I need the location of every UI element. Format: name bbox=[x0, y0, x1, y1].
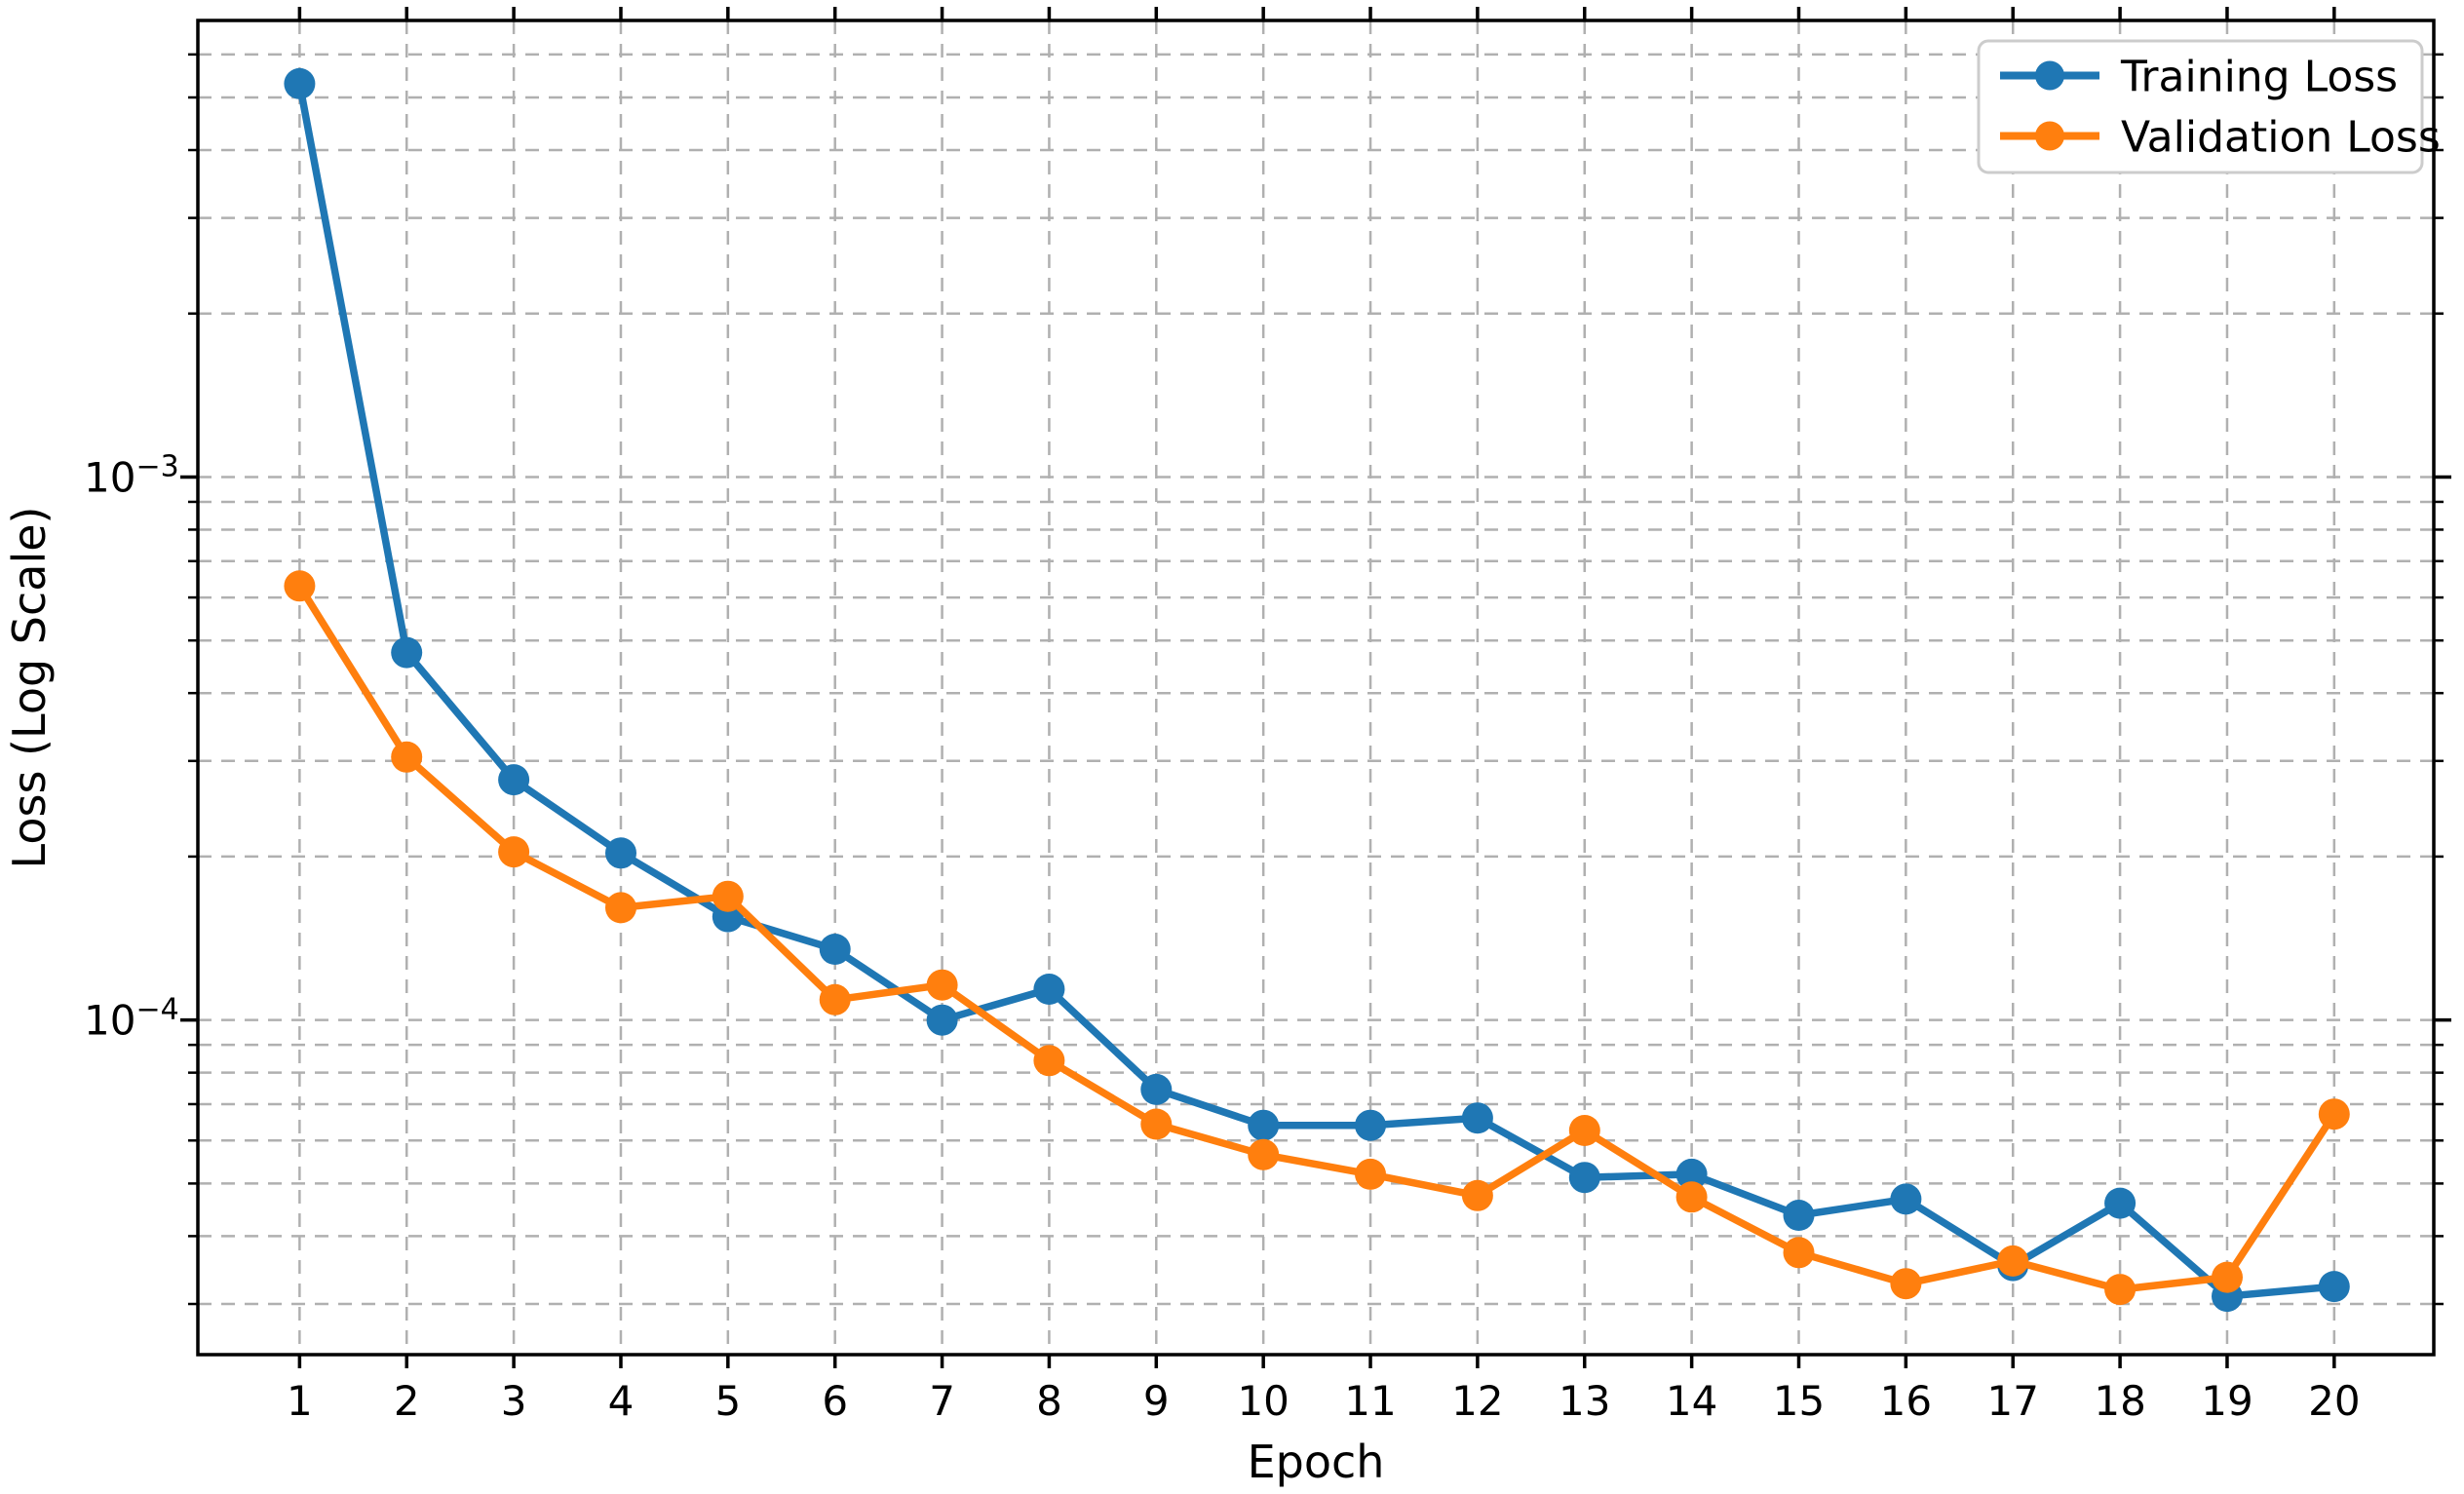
training-loss-line bbox=[295, 83, 2335, 1300]
x-tick-label: 5 bbox=[714, 1377, 741, 1425]
training-loss-marker bbox=[819, 934, 851, 965]
training-loss-marker bbox=[1783, 1200, 1815, 1231]
training-loss-marker bbox=[2104, 1187, 2137, 1219]
x-tick-label: 6 bbox=[822, 1377, 848, 1425]
training-loss-marker bbox=[1461, 1102, 1493, 1134]
training-loss-marker bbox=[1890, 1183, 1922, 1215]
x-tick-label: 15 bbox=[1773, 1377, 1825, 1425]
x-tick-label: 11 bbox=[1344, 1377, 1396, 1425]
validation-loss-line bbox=[296, 584, 2337, 1293]
legend-swatch-marker bbox=[2035, 60, 2064, 91]
plot-border bbox=[196, 19, 2436, 1357]
validation-loss-marker bbox=[819, 983, 851, 1015]
validation-loss-marker bbox=[605, 892, 636, 924]
validation-loss-marker bbox=[1997, 1245, 2029, 1277]
validation-loss-marker bbox=[1033, 1045, 1065, 1077]
legend-entry: Training Loss bbox=[2000, 53, 2398, 102]
x-axis-title: Epoch bbox=[1248, 1436, 1385, 1488]
validation-loss-marker bbox=[2212, 1261, 2243, 1293]
grid-lines bbox=[198, 20, 2434, 1355]
x-tick-label: 2 bbox=[394, 1377, 420, 1425]
training-loss-marker bbox=[1355, 1109, 1386, 1141]
training-loss-marker bbox=[1248, 1109, 1280, 1141]
legend-label: Validation Loss bbox=[2121, 113, 2441, 163]
validation-loss-marker bbox=[391, 741, 423, 773]
training-loss-marker bbox=[605, 837, 636, 869]
training-loss-marker bbox=[1568, 1162, 1600, 1194]
validation-loss-marker bbox=[1568, 1115, 1600, 1146]
training-loss-series bbox=[284, 67, 2350, 1313]
training-loss-marker bbox=[926, 1004, 958, 1036]
training-loss-marker bbox=[2318, 1271, 2350, 1303]
validation-loss-marker bbox=[284, 570, 316, 602]
x-tick-label: 12 bbox=[1451, 1377, 1503, 1425]
validation-loss-marker bbox=[1675, 1181, 1708, 1213]
legend-entry: Validation Loss bbox=[2000, 113, 2441, 163]
validation-loss-marker bbox=[1355, 1158, 1386, 1190]
legend-swatch-marker bbox=[2035, 121, 2064, 151]
validation-loss-marker bbox=[1461, 1179, 1493, 1211]
training-loss-marker bbox=[391, 636, 423, 669]
x-tick-label: 14 bbox=[1666, 1377, 1717, 1425]
validation-loss-marker bbox=[1248, 1138, 1280, 1170]
x-tick-label: 20 bbox=[2308, 1377, 2360, 1425]
validation-loss-marker bbox=[1890, 1268, 1922, 1300]
x-tick-label: 7 bbox=[929, 1377, 955, 1425]
x-tick-label: 4 bbox=[608, 1377, 635, 1425]
validation-loss-marker bbox=[1783, 1237, 1815, 1269]
x-tick-label: 9 bbox=[1143, 1377, 1170, 1425]
x-tick-label: 19 bbox=[2201, 1377, 2252, 1425]
x-tick-label: 18 bbox=[2094, 1377, 2145, 1425]
validation-loss-marker bbox=[1140, 1108, 1173, 1140]
y-axis-title: Loss (Log Scale) bbox=[3, 507, 56, 869]
training-loss-marker bbox=[1140, 1073, 1173, 1105]
validation-loss-marker bbox=[498, 836, 530, 868]
x-tick-label: 13 bbox=[1559, 1377, 1610, 1425]
training-loss-marker bbox=[284, 67, 316, 99]
validation-loss-marker bbox=[2318, 1098, 2350, 1130]
validation-loss-marker bbox=[712, 880, 744, 912]
training-loss-marker bbox=[1675, 1158, 1708, 1190]
validation-loss-marker bbox=[2104, 1274, 2137, 1306]
x-tick-label: 10 bbox=[1237, 1377, 1289, 1425]
x-tick-label: 16 bbox=[1880, 1377, 1932, 1425]
x-axis-group: 1 2 3 4 5 6 7 8 9 10 11 12 13 14 15 16 17 18 19 20 bbox=[287, 7, 2361, 1425]
x-tick-label: 1 bbox=[287, 1377, 313, 1425]
legend: Training Loss Validation Loss bbox=[1977, 39, 2441, 174]
validation-loss-series bbox=[284, 570, 2350, 1306]
validation-loss-marker bbox=[926, 969, 958, 1001]
y-tick-label: 10−4 bbox=[84, 993, 179, 1045]
training-loss-marker bbox=[1033, 974, 1065, 1005]
x-tick-label: 17 bbox=[1987, 1377, 2039, 1425]
training-loss-marker bbox=[498, 764, 530, 796]
y-tick-label: 10−3 bbox=[84, 449, 179, 501]
legend-label: Training Loss bbox=[2120, 53, 2398, 102]
x-tick-label: 3 bbox=[501, 1377, 527, 1425]
x-tick-label: 8 bbox=[1036, 1377, 1062, 1425]
